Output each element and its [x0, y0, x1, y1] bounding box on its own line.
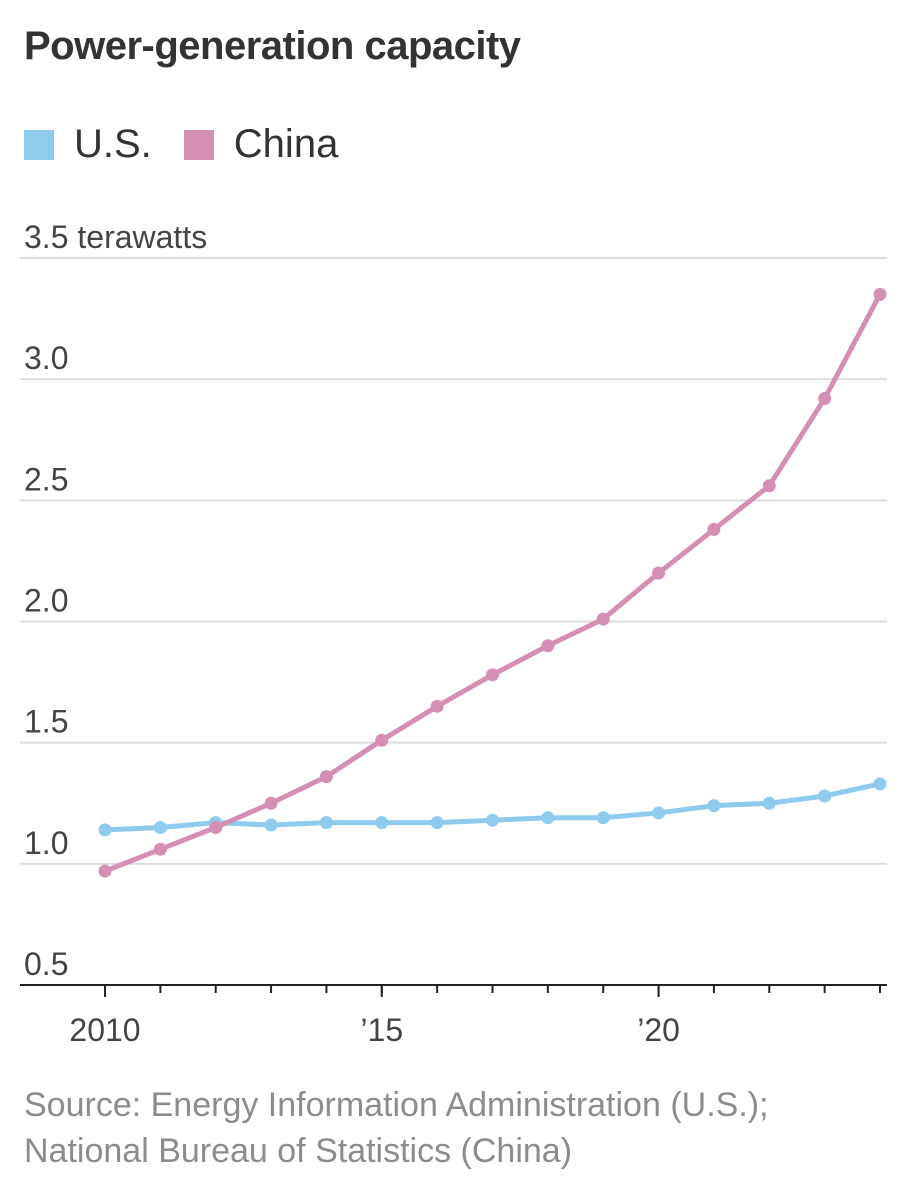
legend-label-china: China: [233, 122, 339, 166]
data-point-us: [652, 806, 666, 820]
data-point-china: [652, 566, 666, 580]
data-point-us: [707, 799, 721, 813]
chart-title: Power-generation capacity: [24, 24, 521, 68]
data-point-china: [486, 668, 499, 682]
data-point-us: [873, 777, 887, 791]
data-point-us: [98, 823, 112, 837]
x-tick-label: 2010: [69, 1012, 140, 1048]
y-tick-label: 2.5: [24, 461, 68, 497]
legend-item-china: China: [183, 122, 339, 167]
data-point-china: [264, 796, 278, 810]
legend-swatch-us: [24, 129, 54, 160]
data-point-us: [430, 816, 444, 830]
data-point-us: [762, 796, 776, 810]
data-point-china: [319, 770, 333, 784]
legend-swatch-china: [183, 129, 214, 160]
x-tick-label: ’15: [360, 1012, 403, 1048]
y-tick-label: 2.0: [24, 583, 68, 619]
data-point-us: [153, 820, 167, 834]
source-line-1: Source: Energy Information Administratio…: [24, 1086, 769, 1124]
data-point-china: [818, 392, 832, 406]
data-point-china: [153, 842, 167, 856]
y-tick-label: 1.0: [24, 825, 68, 861]
legend: U.S. China: [24, 122, 370, 167]
data-point-us: [818, 789, 832, 803]
legend-label-us: U.S.: [74, 122, 152, 166]
y-tick-label: 3.5 terawatts: [24, 219, 207, 255]
data-point-china: [209, 820, 223, 834]
data-point-china: [98, 864, 112, 878]
data-point-china: [762, 479, 776, 493]
legend-item-us: U.S.: [24, 122, 152, 167]
source-note: Source: Energy Information Administratio…: [24, 1082, 894, 1174]
data-point-china: [375, 733, 389, 747]
y-tick-label: 0.5: [24, 946, 68, 982]
data-point-china: [707, 522, 721, 536]
data-point-us: [596, 811, 610, 825]
data-point-china: [596, 612, 610, 626]
x-tick-label: ’20: [637, 1012, 680, 1048]
source-line-2: National Bureau of Statistics (China): [24, 1132, 573, 1170]
series-line-china: [102, 291, 883, 874]
data-point-us: [375, 816, 389, 830]
y-tick-label: 3.0: [24, 340, 68, 376]
data-point-us: [319, 816, 333, 830]
data-point-china: [541, 639, 555, 653]
data-point-us: [264, 818, 278, 832]
y-tick-label: 1.5: [24, 704, 68, 740]
data-point-china: [873, 287, 887, 301]
data-point-us: [541, 811, 555, 825]
data-point-us: [486, 813, 499, 827]
data-point-china: [430, 699, 444, 713]
